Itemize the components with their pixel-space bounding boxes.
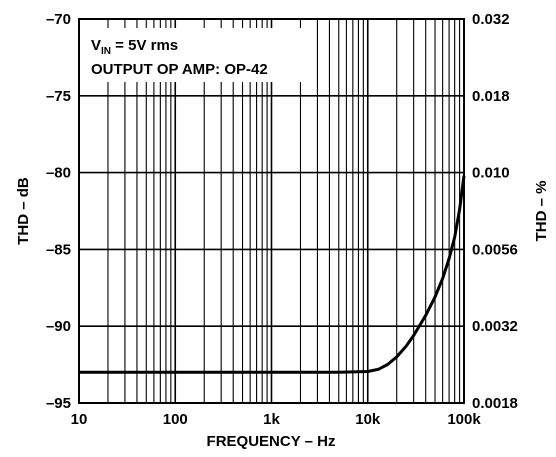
annotation-background (85, 28, 310, 82)
y2-tick-label: 0.010 (472, 165, 510, 182)
y2-tick-labels: 0.0018 0.0032 0.0056 0.010 0.018 0.032 (472, 11, 518, 412)
y-tick-label: –95 (46, 395, 71, 412)
y2-axis-label: THD – % (533, 181, 550, 242)
annotation-vin: VIN = 5V rms (91, 37, 178, 57)
y-tick-label: –90 (46, 318, 71, 335)
x-tick-label: 100 (163, 411, 188, 428)
x-tick-label: 10k (355, 411, 381, 428)
y-tick-label: –80 (46, 165, 71, 182)
y-tick-label: –70 (46, 11, 71, 28)
series-line (79, 175, 466, 374)
annotation-vin-rest: = 5V rms (111, 37, 178, 54)
y-tick-label: –85 (46, 241, 71, 258)
plot-frame (78, 18, 465, 404)
y2-tick-label: 0.018 (472, 88, 510, 105)
annotation-op-amp: OUTPUT OP AMP: OP-42 (91, 61, 268, 78)
y2-tick-label: 0.0032 (472, 318, 518, 335)
y2-tick-label: 0.0018 (472, 395, 518, 412)
y2-tick-label: 0.0056 (472, 241, 518, 258)
annotation-vin-subscript: IN (101, 46, 111, 57)
y-tick-label: –75 (46, 88, 71, 105)
y-axis-label: THD – dB (15, 177, 32, 245)
annotation-box: VIN = 5V rms OUTPUT OP AMP: OP-42 (85, 28, 310, 82)
x-tick-label: 100k (447, 411, 481, 428)
x-tick-label: 10 (71, 411, 88, 428)
y-tick-labels: –95 –90 –85 –80 –75 –70 (46, 11, 71, 412)
x-tick-labels: 10 100 1k 10k 100k (71, 411, 482, 428)
annotation-vin-main: V (91, 37, 101, 54)
x-axis-label: FREQUENCY – Hz (207, 433, 336, 450)
y2-tick-label: 0.032 (472, 11, 510, 28)
x-tick-label: 1k (263, 411, 280, 428)
grid (79, 19, 464, 403)
